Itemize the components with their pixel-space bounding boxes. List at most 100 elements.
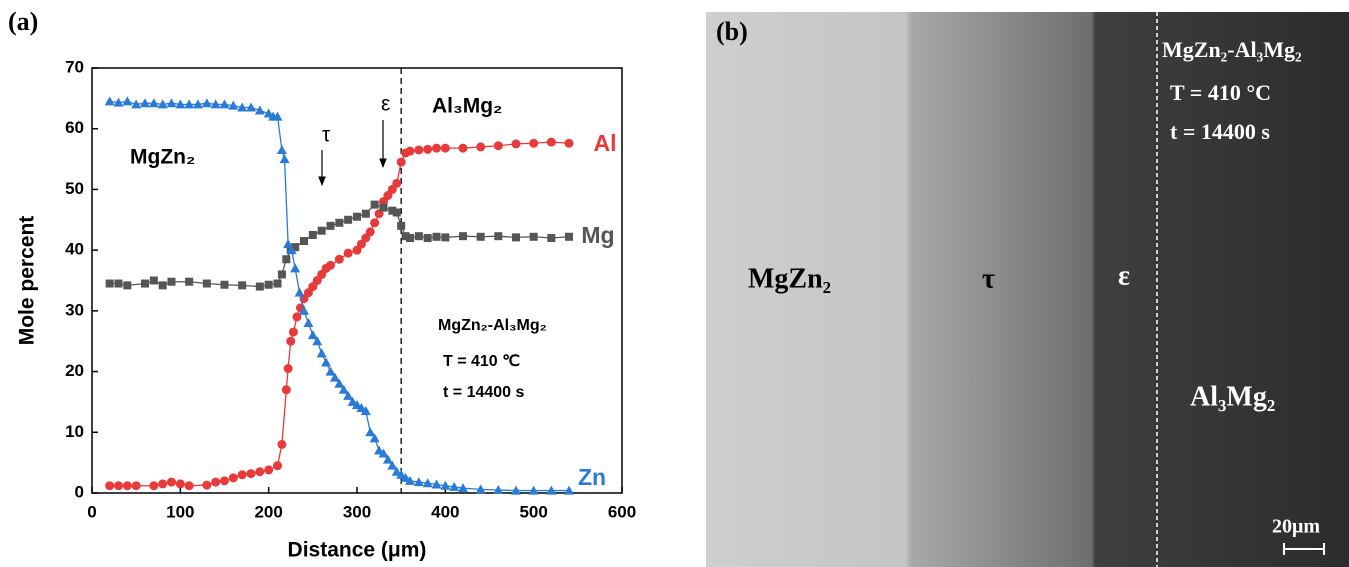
point bbox=[547, 234, 555, 242]
point bbox=[265, 281, 273, 289]
point bbox=[289, 328, 298, 337]
series-label: Mg bbox=[581, 222, 614, 248]
point bbox=[459, 144, 468, 153]
point bbox=[105, 481, 114, 490]
point bbox=[327, 222, 335, 230]
page: {"chart_data": {"type": "line", "panel_l… bbox=[0, 0, 1349, 567]
point bbox=[255, 106, 265, 115]
point bbox=[303, 318, 313, 327]
x-tick-label: 100 bbox=[166, 502, 194, 521]
scale-bar-label: 20μm bbox=[1272, 516, 1320, 538]
y-tick-label: 0 bbox=[75, 482, 84, 501]
point bbox=[565, 139, 574, 148]
point bbox=[424, 234, 432, 242]
phase-label: ε bbox=[1118, 260, 1130, 291]
point bbox=[274, 280, 282, 288]
point bbox=[393, 209, 401, 217]
phase-label: MgZn₂ bbox=[748, 263, 831, 294]
point bbox=[529, 139, 538, 148]
x-tick-label: 0 bbox=[87, 502, 96, 521]
point bbox=[317, 348, 327, 357]
point bbox=[123, 281, 131, 289]
point bbox=[476, 142, 485, 151]
point bbox=[344, 216, 352, 224]
point bbox=[441, 144, 450, 153]
point bbox=[132, 481, 141, 490]
series-line bbox=[110, 142, 569, 486]
point bbox=[494, 141, 503, 150]
point bbox=[477, 233, 485, 241]
point bbox=[158, 479, 167, 488]
point bbox=[238, 281, 246, 289]
point bbox=[512, 233, 520, 241]
y-tick-label: 40 bbox=[65, 240, 84, 259]
point bbox=[277, 145, 287, 154]
point bbox=[105, 96, 115, 105]
point bbox=[370, 218, 379, 227]
annotation: MgZn₂ bbox=[130, 146, 195, 169]
point bbox=[159, 281, 167, 289]
time-label: t = 14400 s bbox=[1170, 119, 1270, 144]
point bbox=[414, 145, 423, 154]
point bbox=[122, 96, 132, 105]
point bbox=[202, 98, 212, 107]
point bbox=[115, 280, 123, 288]
panel-label: (a) bbox=[8, 7, 38, 36]
x-tick-label: 600 bbox=[608, 502, 636, 521]
point bbox=[441, 233, 449, 241]
point bbox=[282, 255, 290, 263]
point bbox=[318, 227, 326, 235]
y-axis-label: Mole percent bbox=[16, 216, 39, 346]
point bbox=[335, 219, 343, 227]
series-line bbox=[110, 205, 569, 287]
point bbox=[459, 232, 467, 240]
x-tick-label: 500 bbox=[519, 502, 547, 521]
point bbox=[167, 98, 177, 107]
point bbox=[264, 465, 273, 474]
point bbox=[371, 201, 379, 209]
point bbox=[433, 233, 441, 241]
figure: (a) (b) MgZn₂-Al₃Mg₂ T = 410 °C t = 1440… bbox=[0, 0, 1349, 567]
point bbox=[397, 222, 405, 230]
point bbox=[565, 233, 573, 241]
point bbox=[255, 467, 264, 476]
point bbox=[185, 481, 194, 490]
point bbox=[423, 145, 432, 154]
series-label: Al bbox=[594, 130, 617, 156]
x-tick-label: 400 bbox=[431, 502, 459, 521]
point bbox=[280, 154, 290, 163]
point bbox=[149, 481, 158, 490]
point bbox=[203, 280, 211, 288]
point bbox=[168, 278, 176, 286]
point bbox=[167, 478, 176, 487]
annotation: τ bbox=[322, 124, 331, 147]
point bbox=[326, 261, 335, 270]
phase-label: Al₃Mg₂ bbox=[1190, 381, 1275, 412]
point bbox=[392, 179, 401, 188]
point bbox=[202, 481, 211, 490]
x-tick-label: 200 bbox=[254, 502, 282, 521]
annotation: T = 410 ℃ bbox=[443, 353, 520, 370]
point bbox=[238, 470, 247, 479]
point bbox=[406, 234, 414, 242]
series-label: Zn bbox=[578, 464, 606, 490]
point bbox=[366, 227, 375, 236]
annotation: ε bbox=[381, 93, 390, 116]
point bbox=[282, 385, 291, 394]
point bbox=[308, 330, 318, 339]
point bbox=[295, 288, 305, 297]
y-tick-label: 10 bbox=[65, 422, 84, 441]
y-tick-label: 30 bbox=[65, 300, 84, 319]
point bbox=[278, 270, 286, 278]
point bbox=[123, 481, 132, 490]
point bbox=[326, 367, 336, 376]
point bbox=[290, 263, 300, 272]
y-tick-label: 70 bbox=[65, 57, 84, 76]
point bbox=[284, 364, 293, 373]
point bbox=[494, 232, 502, 240]
point bbox=[335, 255, 344, 264]
point bbox=[211, 478, 220, 487]
annotation: Al₃Mg₂ bbox=[432, 95, 502, 118]
point bbox=[547, 138, 556, 147]
point bbox=[406, 147, 415, 156]
